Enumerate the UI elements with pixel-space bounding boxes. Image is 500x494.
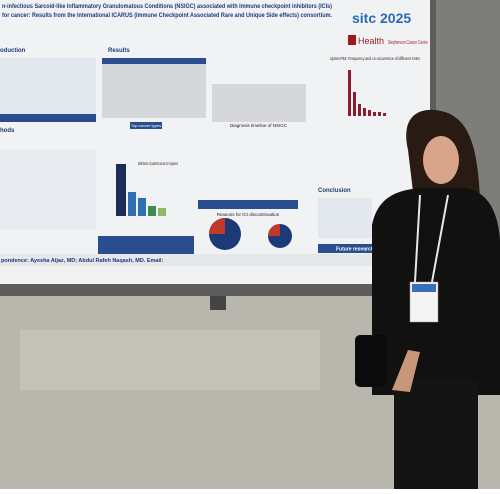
- intro-block: [0, 58, 96, 120]
- heading-bar: [198, 200, 298, 209]
- correspondence: pondence: Ayesha Aijaz, MD; Abdul Rafeh …: [1, 258, 164, 264]
- section-heading: hods: [0, 128, 15, 134]
- results-table: [212, 84, 306, 122]
- heading-bar: [130, 122, 162, 129]
- pie-slice: [209, 218, 225, 234]
- results-bar: [98, 236, 194, 256]
- figure-title: Distribution of patients across ICI regi…: [138, 161, 178, 166]
- logo: Health: [358, 36, 384, 46]
- poster-title: n-infectious Sarcoid-like Inflammatory G…: [2, 4, 332, 10]
- figure-title: Diagnosis timeline of NSIGC: [230, 123, 288, 128]
- methods-block: [0, 150, 96, 230]
- upset-bars: [348, 70, 386, 116]
- logo: Stephenson Cancer Center: [388, 40, 428, 46]
- footer: [0, 254, 430, 266]
- floor-reflection: [20, 330, 320, 390]
- section-heading: Future research: [336, 247, 374, 253]
- table-header: [102, 58, 206, 64]
- bar-chart: [116, 164, 166, 216]
- figure-title: Top cancer types: [131, 123, 161, 128]
- conclusion-block: [318, 198, 372, 238]
- logo-mark: [348, 35, 356, 45]
- board-foot: [210, 296, 226, 310]
- person: [355, 109, 500, 489]
- figure-title: Reasons for ICI discontinuation: [217, 212, 280, 217]
- section-heading: oduction: [0, 48, 26, 54]
- logo: sitc 2025: [352, 10, 411, 26]
- pie-slice: [268, 224, 280, 236]
- figure-title: UpSet Plot: Frequency and co-occurrence …: [330, 56, 421, 61]
- intro-bar: [0, 114, 96, 122]
- poster-title: for cancer: Results from the Internation…: [2, 13, 332, 19]
- heading-bar: [318, 244, 372, 253]
- section-heading: Results: [108, 48, 130, 54]
- results-table: [102, 58, 206, 118]
- section-heading: Conclusion: [318, 188, 351, 194]
